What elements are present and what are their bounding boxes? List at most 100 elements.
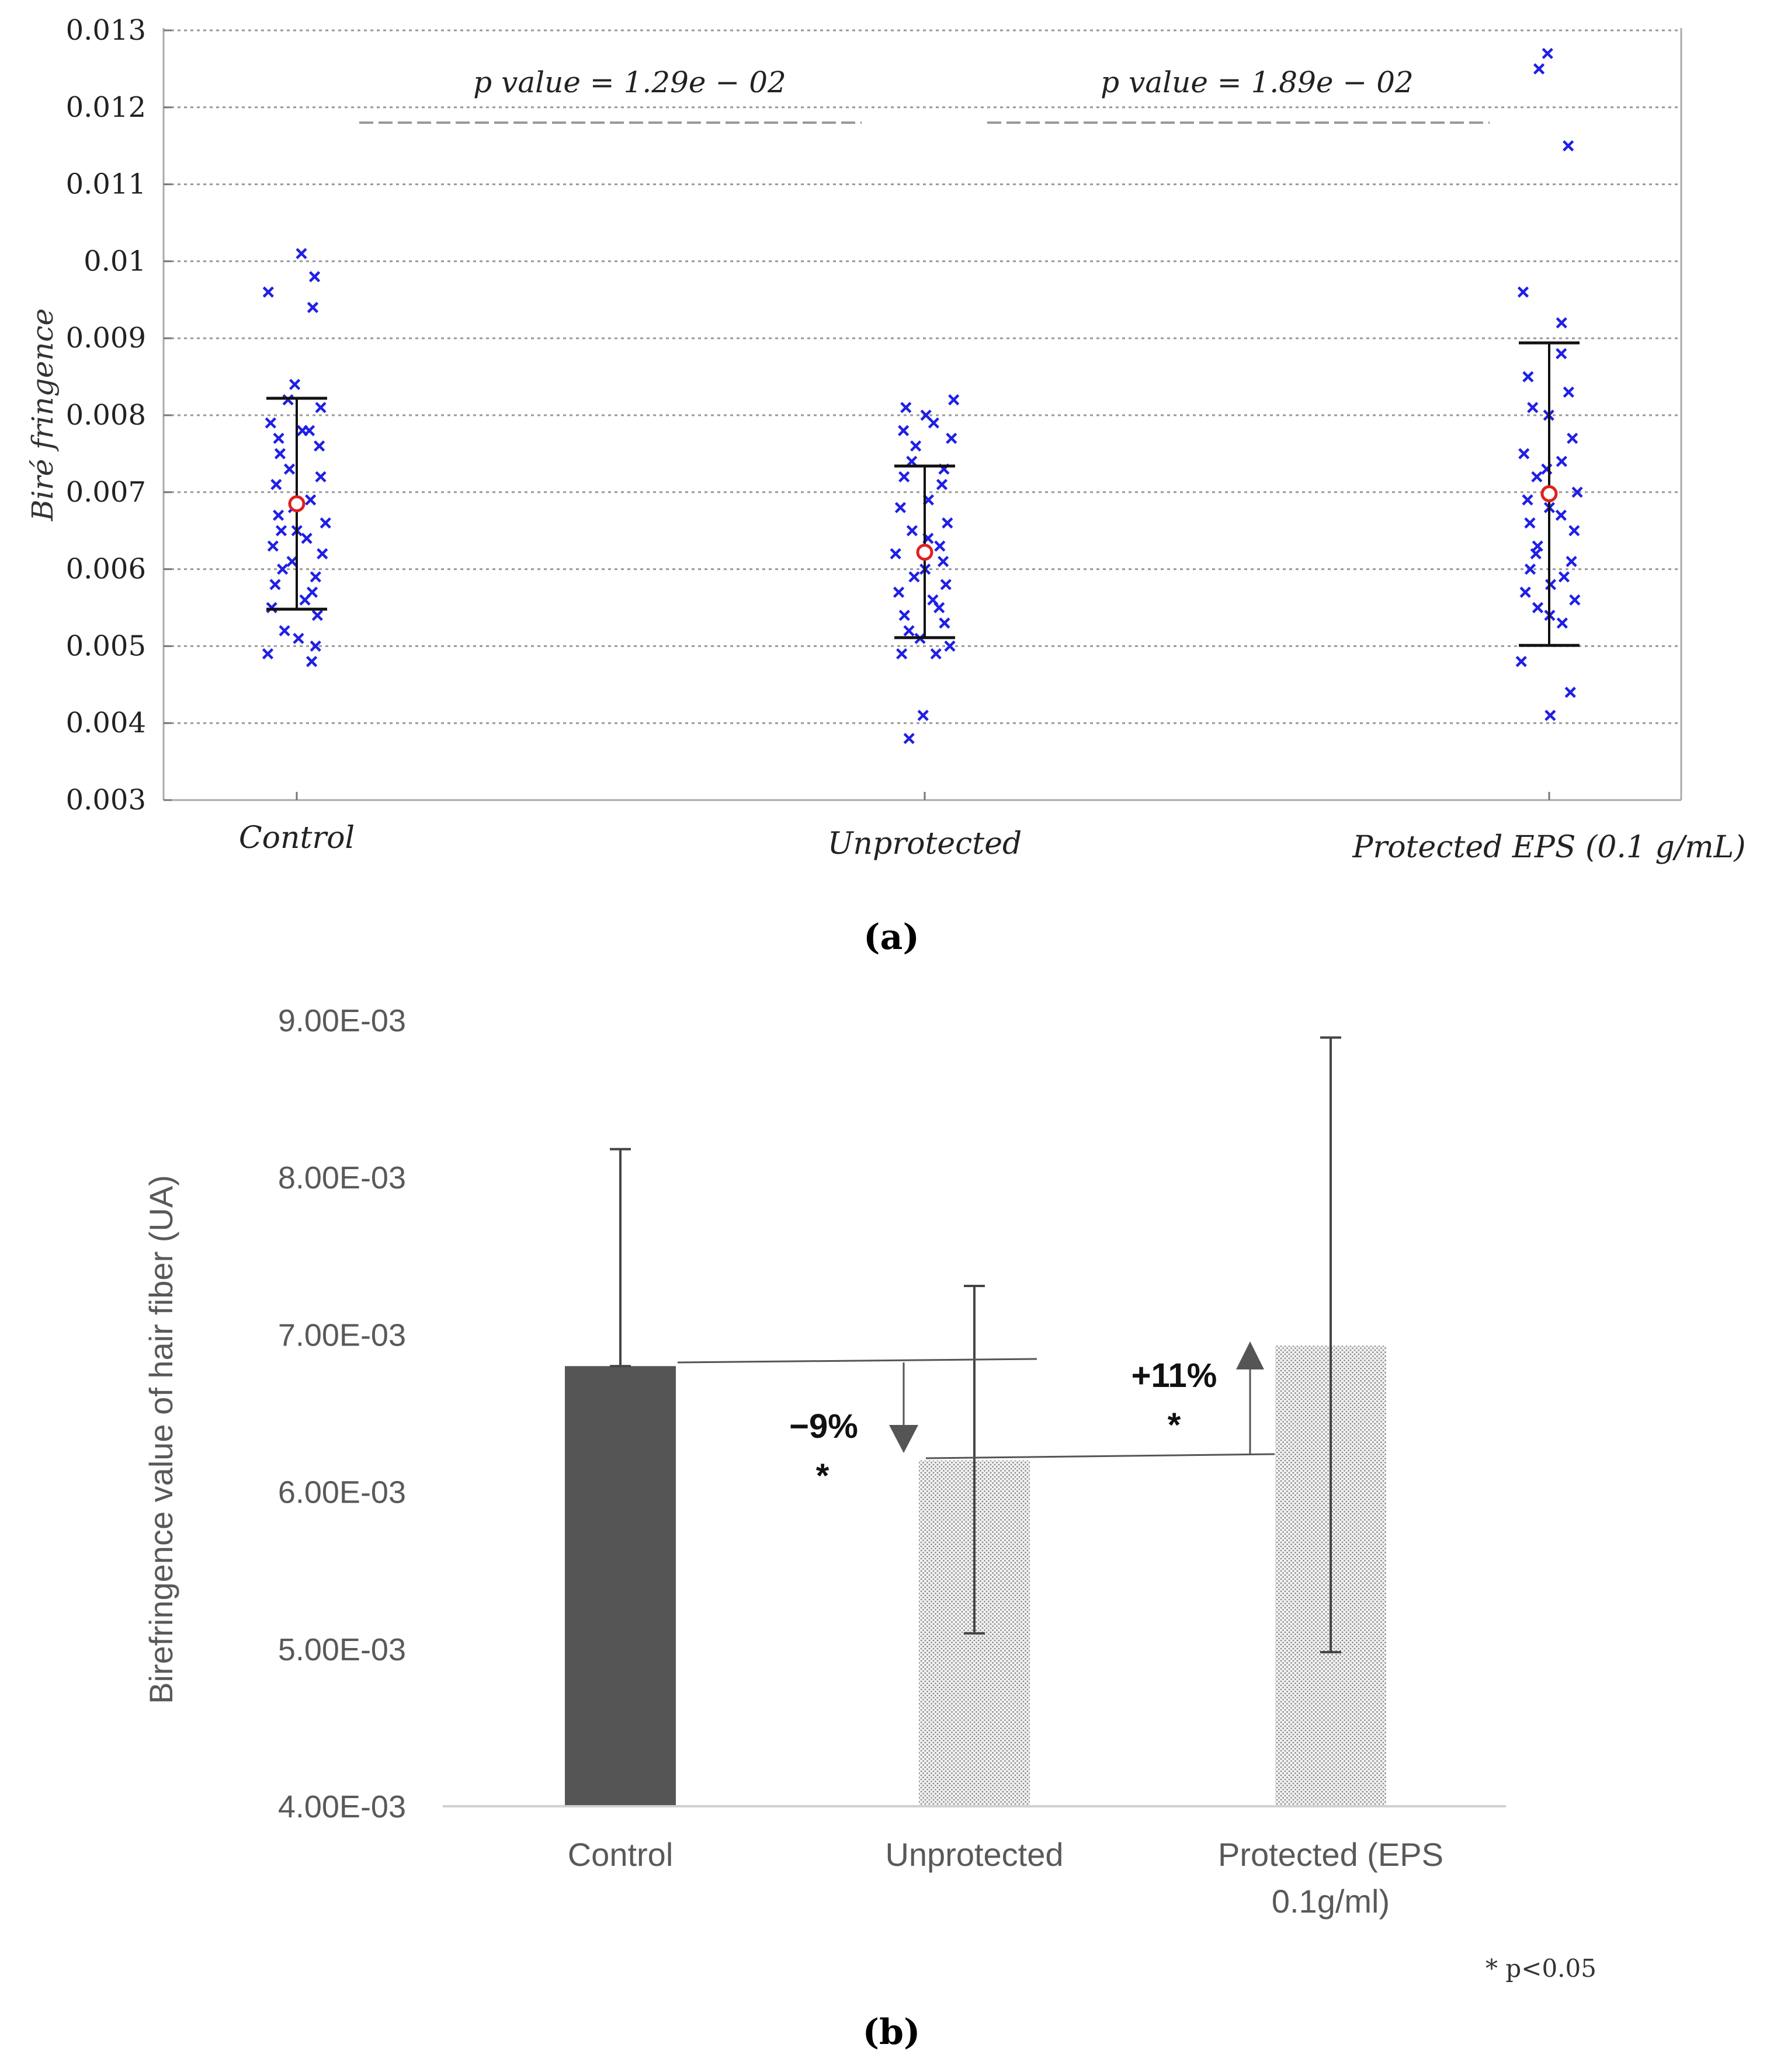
y-tick-label: 0.011 [66, 168, 146, 201]
data-point [310, 571, 321, 583]
data-point [275, 525, 287, 537]
panel-b-category-label-protected-line1: Protected (EPS [1218, 1836, 1443, 1873]
y-tick-label: 8.00E-03 [278, 1160, 406, 1195]
panel-b-y-axis-label: Birefringence value of hair fiber (UA) [143, 1175, 179, 1704]
p-value-label-2: p value = 1.89e − 02 [1101, 65, 1414, 99]
reference-line-unprotected [925, 1453, 1275, 1459]
data-point [1556, 317, 1567, 329]
data-point [898, 610, 910, 621]
data-point [946, 432, 957, 444]
panel-b-y-tick-labels: 4.00E-03 5.00E-03 6.00E-03 7.00E-03 8.00E-03… [278, 1003, 406, 1824]
y-tick-label: 0.012 [66, 91, 146, 124]
arrow-up-icon [1236, 1341, 1264, 1454]
data-point [1533, 63, 1545, 75]
data-point [265, 417, 276, 429]
panel-a-data-points [262, 47, 1583, 745]
data-point [1563, 386, 1574, 398]
data-point [296, 248, 307, 259]
data-point [1555, 509, 1567, 521]
data-point [940, 579, 952, 590]
data-point [917, 710, 929, 721]
data-point [267, 540, 279, 552]
data-point [1518, 448, 1530, 460]
data-point [282, 394, 294, 406]
data-point [317, 548, 328, 559]
data-point [910, 440, 922, 452]
data-point [1556, 347, 1567, 360]
data-point [894, 502, 907, 513]
data-point [944, 640, 956, 652]
y-tick-label: 4.00E-03 [278, 1789, 406, 1824]
data-point [1524, 517, 1536, 529]
data-point [948, 394, 960, 406]
panel-a-label: (a) [863, 917, 919, 958]
data-point [928, 417, 939, 429]
data-point [1515, 656, 1527, 668]
data-point [1522, 494, 1533, 506]
data-point [1568, 525, 1580, 537]
data-point [1556, 617, 1568, 629]
data-point [310, 640, 321, 652]
data-point [896, 648, 908, 660]
data-point [279, 625, 290, 637]
data-point [1531, 471, 1543, 483]
data-point [299, 594, 311, 606]
data-point [1524, 564, 1536, 575]
panel-b-error-bars [610, 1036, 1341, 1654]
data-point [1566, 555, 1577, 568]
y-tick-label: 0.008 [66, 399, 146, 432]
data-point [898, 471, 910, 483]
data-point [1519, 586, 1531, 598]
data-point [934, 540, 946, 552]
data-point [1571, 486, 1583, 498]
data-point [1569, 594, 1581, 606]
panel-a-scatter-chart: 0.003 0.004 0.005 0.006 0.007 0.008 0.009 0.01 0… [26, 14, 1745, 958]
data-point [939, 617, 950, 629]
data-point [1564, 686, 1576, 698]
annotation-decrease-star: * [816, 1457, 829, 1495]
panel-a-mean-markers [288, 485, 1558, 561]
data-point [900, 402, 912, 413]
y-tick-label: 7.00E-03 [278, 1317, 406, 1353]
mean-marker [288, 495, 306, 513]
data-point [1544, 579, 1557, 590]
data-point [1556, 456, 1567, 467]
data-point [315, 471, 327, 483]
panel-b-category-label-control: Control [568, 1836, 674, 1873]
reference-line-control [677, 1358, 1037, 1364]
data-point [262, 286, 274, 298]
data-point [286, 555, 298, 568]
y-tick-label: 0.01 [84, 245, 146, 277]
y-tick-label: 0.003 [66, 784, 146, 816]
data-point [1544, 710, 1556, 721]
data-point [930, 648, 942, 660]
data-point [906, 456, 918, 467]
y-tick-label: 6.00E-03 [278, 1475, 406, 1510]
p-value-label-1: p value = 1.29e − 02 [473, 65, 786, 99]
data-point [908, 571, 920, 583]
panel-a-y-axis-label: Biré fringence [26, 308, 60, 522]
y-tick-label: 0.005 [66, 630, 146, 662]
data-point [266, 602, 277, 614]
annotation-decrease-label: −9% [789, 1407, 858, 1445]
data-point [938, 555, 949, 568]
data-point [903, 732, 915, 745]
data-point [890, 548, 901, 559]
data-point [1522, 371, 1534, 383]
data-point [898, 425, 910, 436]
data-point [906, 525, 918, 537]
y-tick-label: 0.006 [66, 553, 146, 586]
data-point [272, 509, 284, 521]
data-point [269, 579, 281, 590]
data-point [274, 448, 286, 460]
data-point [942, 517, 953, 529]
panel-b-annotations: −9% * +11% * [677, 1341, 1275, 1495]
y-tick-label: 0.004 [66, 707, 146, 739]
data-point [1532, 540, 1543, 552]
data-point [311, 610, 323, 621]
data-point [293, 632, 304, 644]
data-point [273, 432, 284, 444]
y-tick-label: 0.013 [66, 14, 146, 47]
panel-b-category-label-unprotected: Unprotected [885, 1836, 1063, 1873]
